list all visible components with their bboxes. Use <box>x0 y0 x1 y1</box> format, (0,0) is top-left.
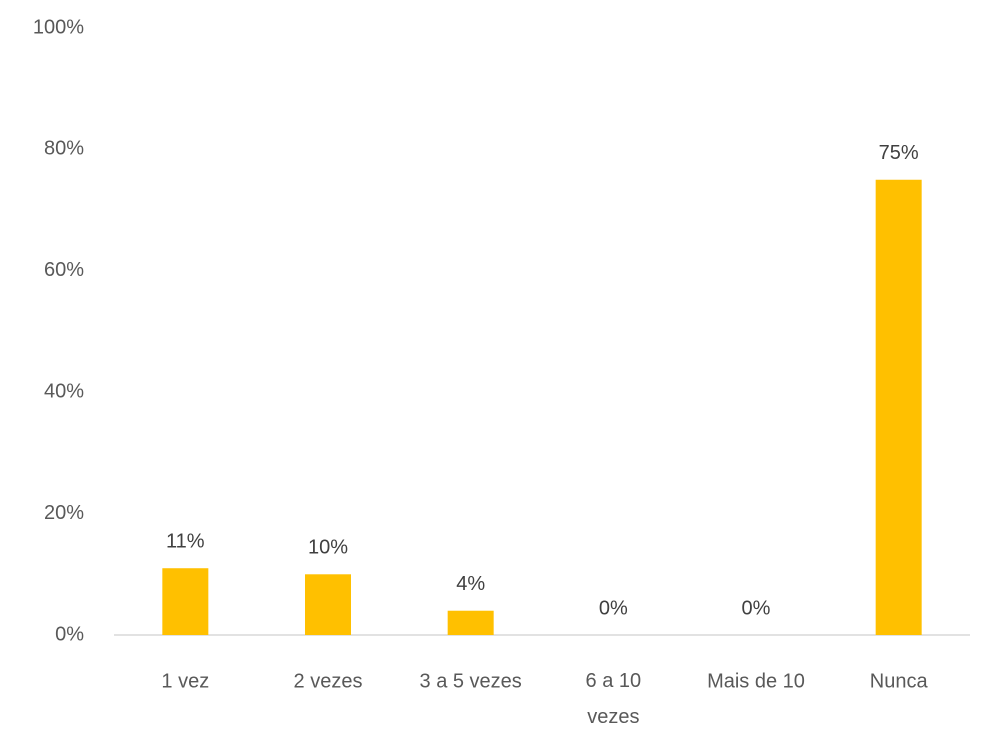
y-tick-label: 40% <box>44 380 84 402</box>
y-tick-label: 0% <box>55 623 84 645</box>
y-tick-label: 80% <box>44 138 84 160</box>
data-label: 0% <box>742 597 771 619</box>
bar <box>162 568 209 635</box>
y-tick-label: 60% <box>44 259 84 281</box>
data-label: 75% <box>879 142 919 164</box>
data-label: 0% <box>599 597 628 619</box>
x-tick-label: Mais de 10 <box>707 670 805 692</box>
x-tick-label: 3 a 5 vezes <box>420 670 522 692</box>
y-tick-label: 20% <box>44 502 84 524</box>
bar <box>447 610 494 635</box>
x-tick-label: 1 vez <box>161 670 209 692</box>
bar <box>875 179 922 635</box>
data-label: 11% <box>166 531 205 553</box>
x-tick-label: 2 vezes <box>294 670 363 692</box>
bar <box>305 574 351 635</box>
x-tick-label: 6 a 10 vezes <box>586 670 642 728</box>
x-tick-label: Nunca <box>870 670 929 692</box>
data-label: 10% <box>308 537 348 559</box>
data-label: 4% <box>456 573 485 595</box>
y-tick-label: 100% <box>33 16 84 38</box>
